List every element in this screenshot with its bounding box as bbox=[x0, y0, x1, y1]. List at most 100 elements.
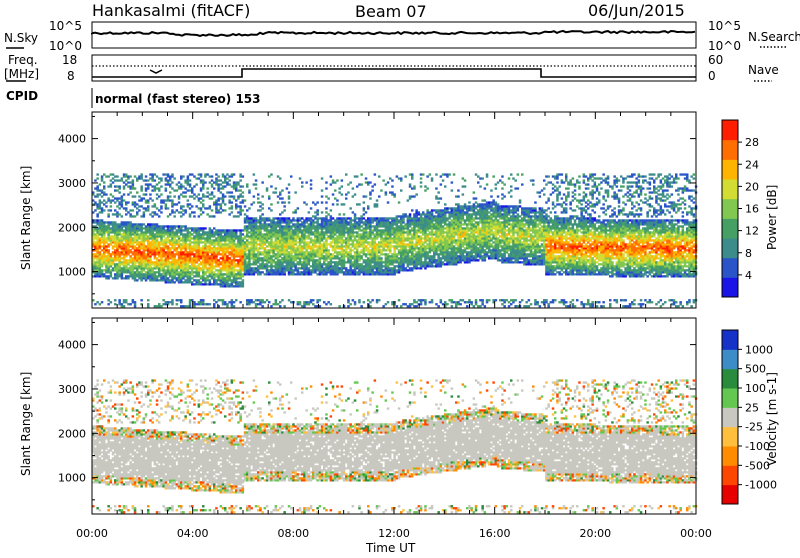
power-cell bbox=[334, 249, 337, 251]
power-cell bbox=[224, 255, 227, 257]
power-cell bbox=[253, 259, 256, 261]
power-cell bbox=[171, 265, 174, 267]
power-cell bbox=[420, 265, 423, 267]
power-cell bbox=[264, 251, 267, 253]
power-cell bbox=[202, 259, 205, 261]
power-cell bbox=[358, 241, 361, 243]
power-cell bbox=[173, 263, 176, 265]
power-cell bbox=[413, 217, 416, 219]
freq-left-tick-top: 18 bbox=[62, 53, 77, 67]
power-cell bbox=[360, 269, 363, 271]
power-cell bbox=[116, 265, 119, 267]
power-cell bbox=[343, 235, 346, 237]
power-cell bbox=[110, 255, 113, 257]
power-cell bbox=[299, 245, 302, 247]
power-cell bbox=[134, 195, 137, 197]
power-cell bbox=[101, 275, 104, 277]
power-cell bbox=[356, 263, 359, 265]
power-cell bbox=[180, 243, 183, 245]
freq-trace bbox=[92, 69, 696, 77]
power-cell bbox=[341, 185, 344, 187]
power-cell bbox=[169, 275, 172, 277]
power-cell bbox=[191, 277, 194, 279]
power-cell bbox=[187, 239, 190, 241]
power-cell bbox=[433, 239, 436, 241]
power-cell bbox=[191, 257, 194, 259]
power-cell bbox=[387, 253, 390, 255]
power-cell bbox=[160, 279, 163, 281]
power-cell bbox=[404, 223, 407, 225]
power-cell bbox=[231, 251, 234, 253]
power-cell bbox=[246, 265, 249, 267]
power-cell bbox=[380, 269, 383, 271]
power-cell bbox=[255, 263, 257, 265]
power-cell bbox=[418, 267, 421, 269]
power-cell bbox=[250, 271, 253, 273]
power-cell bbox=[409, 225, 412, 227]
power-cell bbox=[101, 177, 104, 179]
power-cell bbox=[149, 213, 152, 215]
power-cell bbox=[420, 239, 423, 241]
power-cell bbox=[371, 231, 374, 233]
power-cell bbox=[308, 237, 311, 239]
power-cell bbox=[105, 249, 108, 251]
power-cell bbox=[160, 185, 163, 187]
power-cell bbox=[99, 255, 102, 257]
power-cell bbox=[257, 235, 260, 237]
power-cell bbox=[178, 273, 181, 275]
power-cell bbox=[180, 175, 183, 177]
power-cell bbox=[382, 269, 385, 271]
power-cell bbox=[345, 229, 348, 231]
power-cell bbox=[308, 235, 311, 237]
power-cell bbox=[385, 245, 388, 247]
power-cell bbox=[314, 231, 317, 233]
power-cell bbox=[143, 239, 146, 241]
power-cell bbox=[338, 241, 341, 243]
power-cell bbox=[305, 221, 308, 223]
power-cell bbox=[231, 235, 234, 237]
power-cell bbox=[257, 225, 260, 227]
power-cell bbox=[275, 217, 278, 219]
power-cell bbox=[138, 255, 141, 257]
power-cell bbox=[398, 271, 401, 273]
power-cell bbox=[217, 259, 220, 261]
power-cell bbox=[224, 267, 227, 269]
power-cell bbox=[387, 271, 390, 273]
power-cell bbox=[195, 183, 198, 185]
power-cell bbox=[404, 243, 407, 245]
power-cell bbox=[237, 273, 240, 275]
power-cell bbox=[387, 221, 390, 223]
power-cell bbox=[411, 263, 414, 265]
power-cell bbox=[198, 255, 201, 257]
power-cell bbox=[255, 299, 257, 301]
power-cell bbox=[343, 265, 346, 267]
power-cell bbox=[270, 257, 273, 259]
power-cell bbox=[235, 189, 238, 191]
power-cell bbox=[255, 249, 257, 251]
power-cell bbox=[321, 257, 324, 259]
power-cell bbox=[103, 235, 106, 237]
power-cell bbox=[281, 251, 284, 253]
power-cell bbox=[402, 221, 405, 223]
power-cell bbox=[268, 255, 271, 257]
power-cell bbox=[110, 271, 113, 273]
power-cell bbox=[369, 263, 372, 265]
power-cell bbox=[380, 267, 383, 269]
power-cell bbox=[239, 207, 242, 209]
power-cell bbox=[418, 243, 421, 245]
power-cell bbox=[156, 257, 159, 259]
power-cell bbox=[193, 197, 196, 199]
power-cell bbox=[129, 191, 132, 193]
power-cell bbox=[158, 279, 161, 281]
power-cell bbox=[279, 249, 282, 251]
power-cell bbox=[305, 235, 308, 237]
power-cell bbox=[99, 259, 102, 261]
power-cell bbox=[173, 189, 176, 191]
power-cell bbox=[233, 269, 236, 271]
power-cell bbox=[305, 251, 308, 253]
power-cell bbox=[237, 261, 240, 263]
power-cell bbox=[173, 259, 176, 261]
power-cell bbox=[376, 253, 379, 255]
power-cell bbox=[107, 233, 110, 235]
power-cell bbox=[198, 267, 201, 269]
